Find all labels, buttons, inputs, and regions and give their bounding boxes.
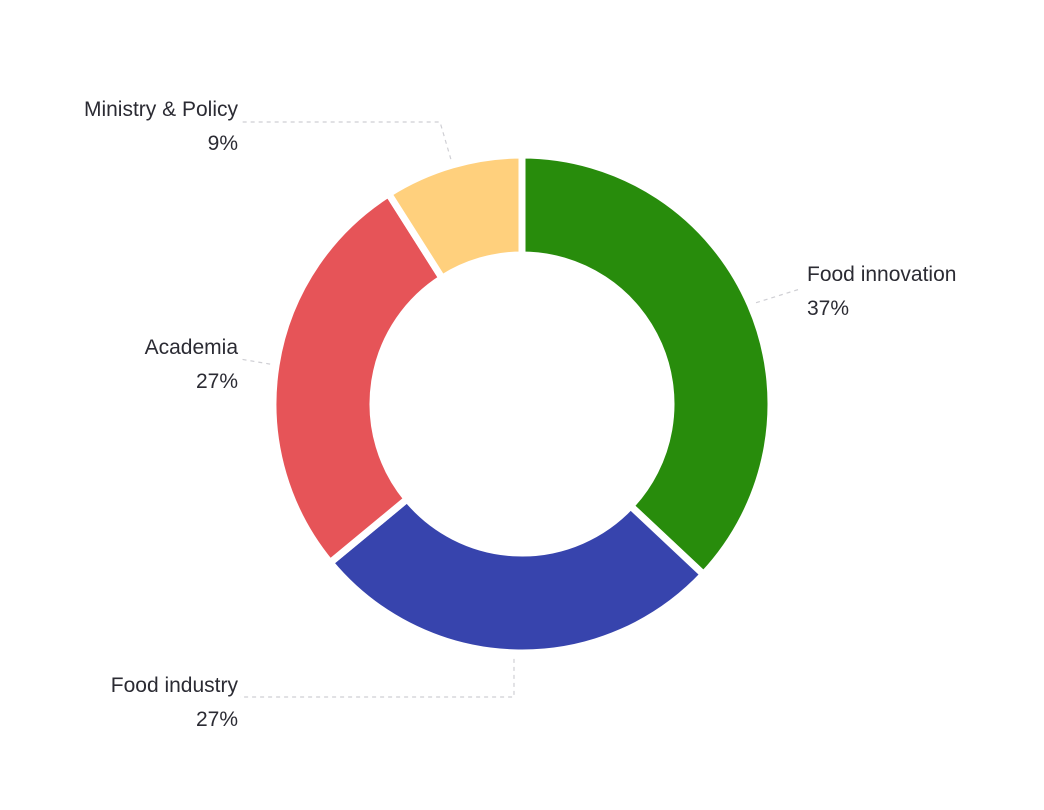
leader-ministry-policy <box>240 121 452 160</box>
leader-food-innovation <box>755 288 801 304</box>
label-academia-name: Academia <box>145 336 239 359</box>
leader-lines <box>239 121 801 698</box>
slice-ministry-policy[interactable] <box>385 151 526 282</box>
leader-academia <box>239 358 271 365</box>
label-food-innovation-value: 37% <box>807 297 849 320</box>
label-food-innovation-name: Food innovation <box>807 263 956 286</box>
label-ministry-policy-name: Ministry & Policy <box>84 98 239 121</box>
label-food-industry-value: 27% <box>196 708 238 731</box>
slice-food-industry[interactable] <box>326 495 708 657</box>
donut-slices <box>269 151 775 657</box>
label-food-industry-name: Food industry <box>111 674 239 697</box>
slice-academia[interactable] <box>269 190 446 567</box>
leader-food-industry <box>240 658 515 698</box>
label-academia-value: 27% <box>196 370 238 393</box>
label-ministry-policy-value: 9% <box>208 132 238 155</box>
slice-food-innovation[interactable] <box>518 151 775 578</box>
